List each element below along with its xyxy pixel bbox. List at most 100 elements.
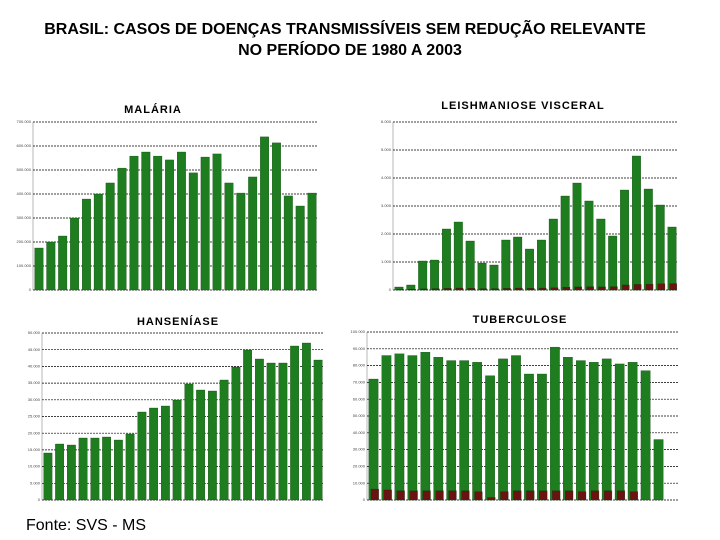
bar xyxy=(224,182,234,291)
bar xyxy=(46,241,56,291)
y-tick-label: 600.000 xyxy=(17,143,32,148)
y-tick-label: 5.000 xyxy=(381,147,392,152)
bar xyxy=(443,288,452,291)
bar xyxy=(34,247,44,291)
bar xyxy=(620,189,629,291)
bar xyxy=(526,490,535,501)
y-tick-label: 10.000 xyxy=(28,464,41,469)
bar xyxy=(461,490,470,501)
bar xyxy=(596,218,606,291)
bar xyxy=(430,259,439,291)
bar xyxy=(394,353,405,501)
y-tick-label: 500.000 xyxy=(17,167,32,172)
bar xyxy=(283,195,293,291)
bar xyxy=(513,490,522,501)
bar xyxy=(177,151,186,291)
bar xyxy=(524,373,534,501)
bar xyxy=(243,349,253,501)
bar xyxy=(102,436,112,501)
bar xyxy=(643,188,653,291)
bar xyxy=(90,437,100,501)
y-tick-label: 2.000 xyxy=(381,231,392,236)
bar xyxy=(408,289,416,291)
bar xyxy=(539,490,548,501)
bar xyxy=(645,283,654,291)
y-tick-label: 300.000 xyxy=(17,215,32,220)
bar xyxy=(422,490,431,501)
bar xyxy=(165,159,174,291)
chart-title: MALÁRIA xyxy=(124,103,182,116)
bar xyxy=(598,286,606,291)
bar xyxy=(55,443,65,501)
bar xyxy=(196,389,206,501)
bar xyxy=(565,490,574,501)
bar xyxy=(207,390,217,501)
bar xyxy=(608,235,618,291)
bar xyxy=(236,192,246,291)
bar xyxy=(188,172,198,291)
bar xyxy=(485,375,495,501)
y-tick-label: 0 xyxy=(389,287,392,292)
y-tick-label: 1.000 xyxy=(381,259,392,264)
bar xyxy=(603,490,613,501)
y-tick-label: 20.000 xyxy=(28,430,41,435)
bar xyxy=(153,155,163,291)
bar xyxy=(640,370,651,501)
slide-title: BRASIL: CASOS DE DOENÇAS TRANSMISSÍVEIS … xyxy=(44,18,646,38)
bar xyxy=(629,491,638,501)
bar xyxy=(563,357,573,501)
bar xyxy=(254,358,264,501)
bar xyxy=(137,411,147,501)
bar xyxy=(491,288,499,291)
bar xyxy=(537,373,547,501)
bar xyxy=(657,283,666,291)
bar xyxy=(560,195,570,291)
bar xyxy=(307,192,317,291)
y-tick-label: 40.000 xyxy=(353,430,366,435)
bar xyxy=(550,287,559,291)
y-tick-label: 4.000 xyxy=(381,175,392,180)
bar xyxy=(231,366,241,501)
y-tick-label: 30.000 xyxy=(353,447,366,452)
bar xyxy=(653,439,664,501)
bar xyxy=(610,286,618,291)
bar xyxy=(562,287,571,291)
y-tick-label: 0 xyxy=(29,287,32,292)
bar xyxy=(472,362,482,501)
bar xyxy=(184,383,194,501)
chart-title: HANSENÍASE xyxy=(137,315,219,328)
bar xyxy=(141,151,151,291)
bar xyxy=(78,437,88,501)
bar xyxy=(622,284,630,291)
bar xyxy=(381,355,392,501)
y-tick-label: 10.000 xyxy=(353,480,366,485)
y-tick-label: 70.000 xyxy=(353,379,366,384)
bar xyxy=(667,226,677,291)
bar xyxy=(420,288,428,291)
bar xyxy=(409,490,418,501)
bar xyxy=(511,355,521,501)
bar xyxy=(66,444,76,501)
chart-title: LEISHMANIOSE VISCERAL xyxy=(441,100,604,112)
bar xyxy=(479,288,487,291)
y-tick-label: 30.000 xyxy=(28,397,41,402)
bar xyxy=(383,489,392,501)
bar xyxy=(105,182,115,291)
bar xyxy=(58,235,68,291)
bar xyxy=(117,167,127,291)
bar xyxy=(584,200,594,291)
y-tick-label: 60.000 xyxy=(353,396,366,401)
bar xyxy=(290,345,300,501)
bar xyxy=(525,248,534,291)
bar xyxy=(474,491,483,501)
bar xyxy=(616,490,626,501)
bar xyxy=(627,362,638,501)
bar xyxy=(515,287,523,291)
y-tick-label: 3.000 xyxy=(381,203,392,208)
bar xyxy=(633,284,642,291)
bar xyxy=(591,490,600,501)
bar xyxy=(43,452,53,501)
bar xyxy=(527,288,535,291)
bar xyxy=(575,360,586,501)
